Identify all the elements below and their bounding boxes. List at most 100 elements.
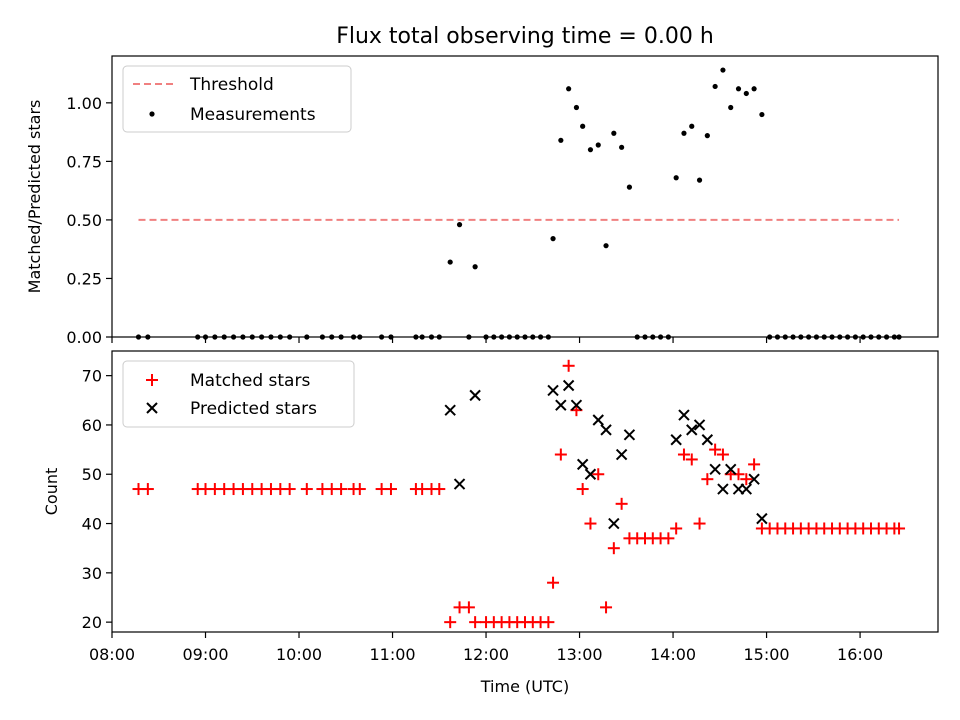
ratio-y-tick-label: 0.75 bbox=[66, 152, 102, 171]
x-tick-label: 16:00 bbox=[837, 645, 883, 664]
measurement-point bbox=[821, 334, 827, 340]
threshold-legend-label: Threshold bbox=[189, 75, 274, 95]
measurement-point bbox=[634, 334, 640, 340]
ratio-y-tick-label: 0.25 bbox=[66, 269, 102, 288]
measurement-point bbox=[221, 334, 227, 340]
measurement-point bbox=[767, 334, 773, 340]
predicted-star-point bbox=[469, 389, 481, 402]
measurement-point bbox=[506, 334, 513, 340]
count-y-axis: 20 30 40 50 60 70 bbox=[82, 367, 112, 632]
measurement-point bbox=[135, 334, 142, 340]
matched-star-point bbox=[685, 453, 698, 466]
measurement-point bbox=[499, 334, 505, 340]
predicted-star-point bbox=[701, 434, 714, 446]
predicted-star-point bbox=[740, 483, 753, 495]
predicted-star-point bbox=[608, 517, 620, 530]
predicted-star-point bbox=[725, 463, 737, 476]
measurement-point bbox=[537, 334, 544, 340]
measurement-point bbox=[595, 142, 601, 148]
matched-star-point bbox=[662, 532, 675, 545]
measurement-point bbox=[573, 104, 580, 111]
measurement-point bbox=[338, 334, 344, 340]
measurement-point bbox=[456, 222, 463, 228]
measurement-point bbox=[657, 334, 664, 340]
measurement-point bbox=[483, 334, 489, 340]
matched-star-point bbox=[462, 601, 475, 614]
measurement-point bbox=[868, 334, 874, 340]
measurement-point bbox=[447, 259, 453, 265]
matched-star-point bbox=[893, 522, 906, 535]
matched-star-point bbox=[716, 448, 729, 461]
matched-legend-label: Matched stars bbox=[190, 371, 310, 391]
matched-star-point bbox=[384, 483, 397, 496]
measurement-point bbox=[611, 130, 617, 136]
measurement-point bbox=[720, 67, 726, 73]
x-axis-label: Time (UTC) bbox=[480, 677, 569, 696]
measurement-point bbox=[650, 334, 656, 340]
matched-star-point bbox=[554, 448, 567, 461]
predicted-legend-marker bbox=[146, 402, 158, 414]
predicted-star-point bbox=[444, 404, 456, 416]
predicted-star-point bbox=[717, 483, 729, 495]
measurement-point bbox=[491, 334, 497, 340]
measurement-point bbox=[806, 334, 812, 340]
measurement-point bbox=[379, 334, 385, 340]
measurement-point bbox=[558, 137, 564, 143]
measurement-point bbox=[329, 334, 335, 340]
matched-star-point bbox=[353, 483, 366, 496]
predicted-star-point bbox=[623, 429, 636, 441]
count-y-tick-label: 20 bbox=[82, 613, 102, 632]
matched-star-point bbox=[701, 473, 714, 486]
measurement-point bbox=[735, 86, 742, 92]
measurement-point bbox=[419, 334, 425, 340]
measurement-point bbox=[259, 334, 265, 340]
matched-star-point bbox=[600, 601, 613, 614]
ratio-y-axis: 0.00 0.25 0.50 0.75 1.00 bbox=[66, 94, 112, 347]
measurement-point bbox=[413, 334, 419, 340]
measurement-point bbox=[240, 334, 246, 340]
measurement-point bbox=[580, 123, 586, 129]
matched-star-point bbox=[607, 542, 620, 555]
predicted-star-point bbox=[562, 379, 575, 392]
predicted-star-point bbox=[748, 473, 760, 485]
x-tick-label: 14:00 bbox=[650, 645, 696, 664]
count-y-axis-label: Count bbox=[42, 468, 61, 516]
measurement-point bbox=[759, 111, 765, 118]
measurement-point bbox=[287, 334, 293, 340]
measurements-legend-label: Measurements bbox=[190, 105, 316, 125]
measurement-point bbox=[428, 334, 435, 340]
matched-star-point bbox=[576, 483, 589, 496]
count-y-tick-label: 50 bbox=[82, 465, 102, 484]
measurement-point bbox=[514, 334, 520, 340]
matched-star-point bbox=[283, 483, 296, 496]
measurement-point bbox=[696, 177, 703, 183]
measurement-point bbox=[891, 334, 897, 340]
matched-star-point bbox=[300, 483, 313, 496]
measurement-point bbox=[852, 334, 859, 340]
ratio-y-tick-label: 0.50 bbox=[66, 211, 102, 230]
count-y-tick-label: 60 bbox=[82, 416, 102, 435]
ratio-legend-box bbox=[122, 65, 352, 133]
matched-star-point bbox=[141, 483, 154, 496]
matched-star-point bbox=[592, 468, 605, 481]
count-marks bbox=[132, 359, 906, 629]
predicted-star-point bbox=[570, 399, 583, 411]
matched-star-point bbox=[615, 497, 628, 510]
matched-star-point bbox=[677, 448, 690, 461]
matched-star-point bbox=[547, 576, 560, 589]
measurement-point bbox=[798, 334, 804, 340]
measurement-point bbox=[751, 86, 757, 92]
measurement-point bbox=[550, 236, 556, 242]
measurement-point bbox=[619, 144, 625, 150]
measurement-point bbox=[268, 334, 274, 340]
matched-star-point bbox=[584, 517, 597, 530]
measurement-point bbox=[829, 334, 835, 340]
measurement-point bbox=[530, 334, 536, 340]
count-y-tick-label: 30 bbox=[82, 564, 102, 583]
chart-title: Flux total observing time = 0.00 h bbox=[336, 24, 714, 49]
predicted-star-point bbox=[584, 468, 597, 480]
predicted-star-point bbox=[678, 409, 690, 421]
predicted-star-point bbox=[693, 419, 706, 431]
x-tick-label: 15:00 bbox=[744, 645, 790, 664]
